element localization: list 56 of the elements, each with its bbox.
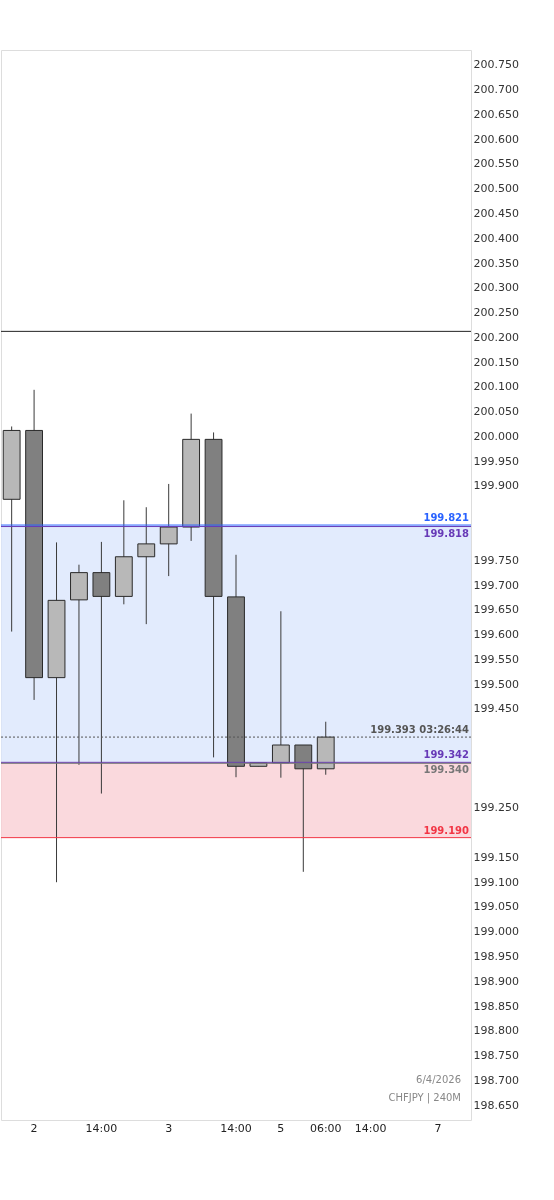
ref-line-label: 199.340 [423, 764, 470, 776]
y-tick-label: 198.750 [473, 1049, 519, 1063]
y-tick-label: 200.700 [473, 83, 519, 97]
y-tick-label: 199.550 [473, 652, 519, 666]
y-tick-label: 200.650 [473, 107, 519, 121]
y-tick-label: 200.100 [473, 380, 519, 394]
y-tick-label: 200.400 [473, 231, 519, 245]
y-tick-label: 198.800 [473, 1024, 519, 1038]
annotation: 6/4/2026 [416, 1074, 461, 1085]
y-tick-label: 199.250 [473, 801, 519, 815]
ref-line-label: 199.393 03:26:44 [370, 724, 470, 736]
y-tick-label: 198.950 [473, 950, 519, 964]
y-tick-label: 200.000 [473, 429, 519, 443]
y-tick-label: 199.450 [473, 702, 519, 716]
y-tick-label: 199.100 [473, 875, 519, 889]
x-tick-label: 2 [30, 1121, 38, 1135]
y-tick-label: 200.450 [473, 206, 519, 220]
y-tick-label: 200.150 [473, 355, 519, 369]
y-tick-label: 199.150 [473, 850, 519, 864]
x-tick-label: 3 [165, 1121, 173, 1135]
y-tick-label: 198.900 [473, 974, 519, 988]
y-tick-label: 200.200 [473, 330, 519, 344]
y-tick-label: 200.600 [473, 132, 519, 146]
annotation: CHFJPY | 240M [388, 1092, 461, 1104]
y-tick-label: 200.250 [473, 306, 519, 320]
candlestick [271, 610, 290, 779]
x-tick-label: 06:00 [309, 1121, 342, 1135]
x-tick-label: 14:00 [220, 1121, 252, 1135]
y-tick-label: 199.950 [473, 454, 519, 468]
ref-line-label: 199.190 [423, 824, 470, 836]
y-tick-label: 199.750 [473, 553, 519, 567]
y-tick-label: 200.350 [473, 256, 519, 270]
y-tick-label: 200.750 [473, 58, 519, 72]
y-tick-label: 199.900 [473, 479, 519, 493]
ref-line-label: 199.342 [423, 749, 470, 761]
ref-line-label: 199.818 [423, 527, 470, 539]
candlestick [137, 506, 156, 625]
y-tick-label: 199.600 [473, 628, 519, 642]
x-tick-label: 14:00 [85, 1121, 118, 1135]
x-tick-label: 14:00 [354, 1121, 387, 1135]
y-tick-label: 199.050 [473, 900, 519, 914]
y-tick-label: 200.500 [473, 182, 519, 196]
y-tick-label: 199.700 [473, 578, 519, 592]
y-tick-label: 200.050 [473, 405, 519, 419]
y-tick-label: 200.550 [473, 157, 519, 171]
x-tick-label: 5 [277, 1121, 285, 1135]
y-tick-label: 200.300 [473, 281, 519, 295]
candlestick [159, 483, 178, 577]
y-tick-label: 198.850 [473, 999, 519, 1013]
x-tick-label: 7 [434, 1121, 442, 1135]
ref-line-label: 199.821 [423, 512, 470, 524]
y-tick-label: 199.500 [473, 677, 519, 691]
y-tick-label: 198.700 [473, 1073, 519, 1087]
y-tick-label: 198.650 [473, 1098, 519, 1112]
y-tick-label: 199.650 [473, 603, 519, 617]
y-tick-label: 199.000 [473, 925, 519, 939]
